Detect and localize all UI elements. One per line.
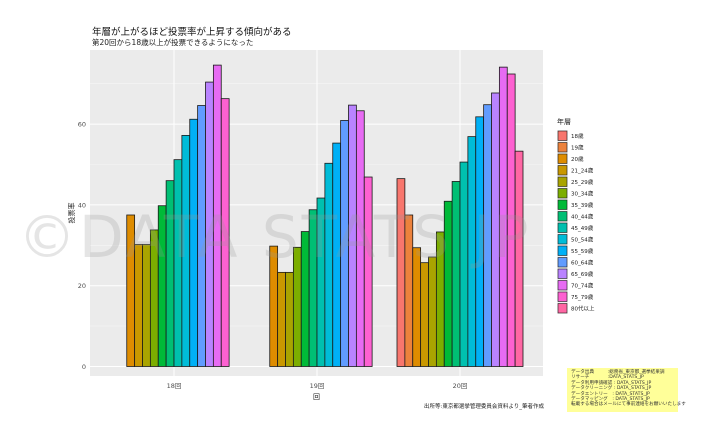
x-axis-title: 回 bbox=[313, 393, 320, 401]
bar bbox=[340, 120, 349, 367]
bar bbox=[308, 209, 318, 367]
legend-label: 65_69歳 bbox=[571, 270, 594, 278]
chart-title: 年層が上がるほど投票率が上昇する傾向がある bbox=[92, 27, 292, 38]
credit-line: データ出典 :総務省_東京都_選挙結果調 bbox=[571, 370, 665, 375]
legend-key-swatch bbox=[557, 245, 568, 256]
bar bbox=[300, 231, 310, 367]
legend-label: 60_64歳 bbox=[571, 258, 594, 266]
credit-line: リサーチ :DATA_STATS_JP bbox=[571, 375, 644, 381]
bar bbox=[412, 247, 422, 367]
bar bbox=[435, 231, 445, 367]
bar bbox=[324, 162, 334, 367]
bar bbox=[316, 197, 326, 367]
legend-key-swatch bbox=[557, 188, 568, 199]
bar bbox=[134, 244, 143, 367]
legend-label: 75_79歳 bbox=[571, 293, 594, 301]
legend-label: 35_39歳 bbox=[571, 201, 594, 209]
bar bbox=[142, 244, 151, 367]
bar bbox=[506, 73, 516, 367]
bar bbox=[165, 180, 175, 367]
credit-line: データ利用申請確認 : DATA_STATS_JP bbox=[571, 380, 652, 386]
source-note: 出所等:東京都選挙管理委員会資料より_筆者作成 bbox=[424, 404, 544, 410]
bar bbox=[197, 105, 206, 367]
bar bbox=[491, 92, 500, 367]
legend-label: 30_34歳 bbox=[571, 189, 594, 197]
legend-key-swatch bbox=[557, 257, 568, 268]
y-axis-title: 投票率 bbox=[67, 203, 76, 224]
legend-label: 80代以上 bbox=[571, 304, 595, 312]
legend-label: 20歳 bbox=[571, 155, 584, 163]
x-tick-label: 20回 bbox=[453, 382, 468, 390]
y-tick-label: 20 bbox=[78, 282, 86, 290]
bar bbox=[443, 200, 453, 367]
legend-key-swatch bbox=[557, 176, 568, 187]
bar bbox=[205, 81, 214, 367]
bar bbox=[396, 178, 406, 367]
legend-key-swatch bbox=[557, 165, 568, 176]
legend-label: 19歳 bbox=[571, 143, 584, 151]
bar bbox=[173, 159, 183, 367]
legend-key-swatch bbox=[557, 211, 568, 222]
legend-label: 18歳 bbox=[571, 132, 584, 140]
legend-key-swatch bbox=[557, 130, 568, 141]
credit-line: データクリーニング : DATA_STATS_JP bbox=[571, 386, 652, 392]
bar bbox=[451, 181, 461, 367]
legend-label: 50_54歳 bbox=[571, 235, 594, 243]
legend-key-swatch bbox=[557, 142, 568, 153]
legend-label: 55_59歳 bbox=[571, 247, 594, 255]
bar bbox=[126, 214, 136, 367]
y-tick-label: 0 bbox=[82, 363, 86, 371]
legend-key-swatch bbox=[557, 291, 568, 302]
bar bbox=[404, 214, 414, 367]
bar bbox=[212, 64, 222, 367]
bar bbox=[363, 176, 373, 367]
chart-subtitle: 第20回から18歳以上が投票できるようになった bbox=[92, 38, 254, 47]
y-tick-label: 60 bbox=[78, 121, 86, 129]
x-tick-label: 18回 bbox=[167, 382, 182, 390]
legend-label: 45_49歳 bbox=[571, 224, 594, 232]
bar bbox=[355, 110, 365, 367]
legend-label: 40_44歳 bbox=[571, 212, 594, 220]
bar bbox=[181, 135, 191, 367]
legend-key-swatch bbox=[557, 268, 568, 279]
bar bbox=[428, 256, 437, 367]
legend-key-swatch bbox=[557, 280, 568, 291]
legend-label: 70_74歳 bbox=[571, 281, 594, 289]
legend-key-swatch bbox=[557, 199, 568, 210]
bar bbox=[332, 142, 342, 367]
bar bbox=[467, 136, 477, 367]
bar bbox=[483, 104, 492, 367]
legend-key-swatch bbox=[557, 153, 568, 164]
bar bbox=[277, 271, 286, 367]
bar bbox=[514, 150, 524, 367]
bar bbox=[285, 271, 294, 367]
credit-box: データ出典 :総務省_東京都_選挙結果調 リサーチ :DATA_STATS_JP… bbox=[567, 368, 686, 412]
bar bbox=[189, 118, 199, 367]
legend-label: 21_24歳 bbox=[571, 166, 594, 174]
bar bbox=[475, 116, 485, 367]
bar bbox=[498, 66, 508, 367]
legend-key-swatch bbox=[557, 222, 568, 233]
x-tick-label: 19回 bbox=[310, 382, 325, 390]
bar bbox=[292, 246, 302, 367]
bar bbox=[220, 98, 230, 367]
bar bbox=[157, 205, 167, 367]
credit-line: データマッピング : DATA_STATS_JP bbox=[571, 397, 650, 403]
legend-key-swatch bbox=[557, 234, 568, 245]
y-tick-label: 40 bbox=[78, 201, 86, 209]
bar bbox=[420, 262, 429, 367]
legend-label: 25_29歳 bbox=[571, 178, 594, 186]
bar bbox=[348, 104, 357, 367]
bar bbox=[269, 245, 279, 367]
legend-key-swatch bbox=[557, 303, 568, 314]
credit-line: データエントリー : DATA_STATS_JP bbox=[571, 391, 650, 397]
credit-line: 転載する場合はメールにて事前連絡をお願いいたします bbox=[571, 402, 686, 408]
legend-title: 年層 bbox=[557, 117, 571, 126]
bar bbox=[149, 229, 159, 367]
bar bbox=[459, 161, 469, 367]
